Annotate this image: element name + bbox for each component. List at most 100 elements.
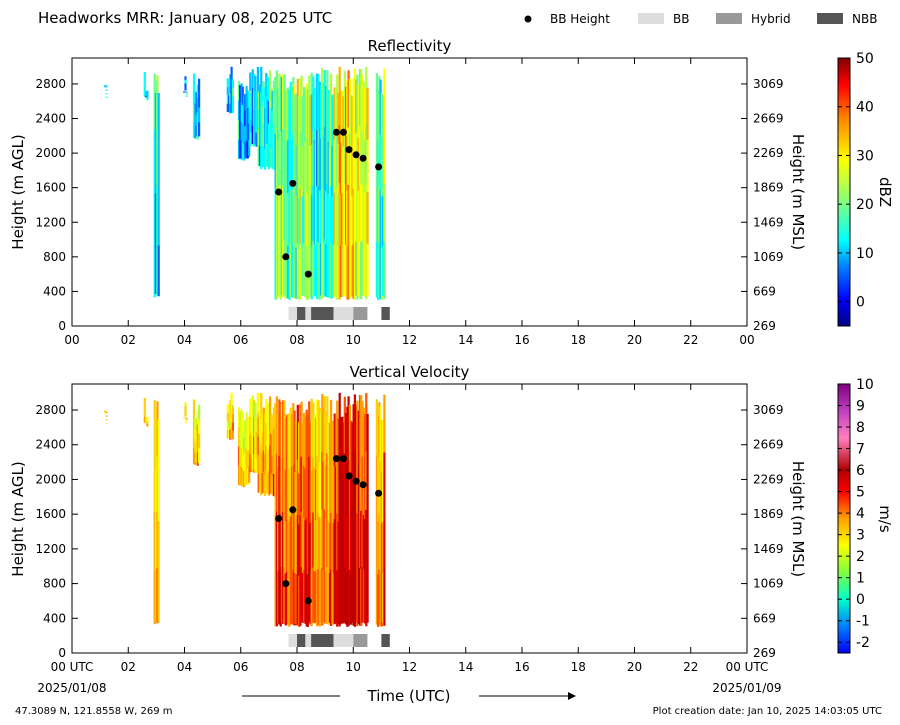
heatmap-cell xyxy=(270,87,273,108)
heatmap-cell xyxy=(314,571,318,623)
heatmap-cell xyxy=(251,451,254,471)
heatmap-cell xyxy=(382,522,385,573)
heatmap-cell xyxy=(304,142,307,194)
heatmap-cell xyxy=(284,143,287,195)
heatmap-cell xyxy=(283,185,286,241)
heatmap-cell xyxy=(279,402,282,459)
heatmap-cell xyxy=(309,95,312,146)
heatmap-cell xyxy=(156,456,159,513)
heatmap-cell xyxy=(317,512,320,569)
heatmap-cell xyxy=(289,81,292,136)
heatmap-cell xyxy=(240,428,243,448)
heatmap-cell xyxy=(275,511,278,569)
heatmap-cell xyxy=(105,411,108,413)
heatmap-cell xyxy=(240,409,243,429)
reflectivity-ylabel: Height (m AGL) xyxy=(9,134,27,249)
heatmap-cell xyxy=(323,566,326,623)
heatmap-cell xyxy=(301,146,304,197)
heatmap-cell xyxy=(185,94,188,96)
heatmap-cell xyxy=(249,453,252,473)
heatmap-cell xyxy=(262,81,265,103)
heatmap-cell xyxy=(336,400,339,458)
heatmap-cell xyxy=(298,524,301,576)
heatmap-cell xyxy=(249,435,252,454)
heatmap-cell xyxy=(241,412,244,432)
heatmap-cell xyxy=(270,454,273,474)
heatmap-cell xyxy=(277,571,280,624)
heatmap-cell xyxy=(355,405,358,460)
heatmap-cell xyxy=(331,420,334,472)
heatmap-cell xyxy=(338,392,341,452)
heatmap-cell xyxy=(194,429,197,442)
heatmap-cell xyxy=(266,144,269,167)
heatmap-cell xyxy=(156,567,159,624)
heatmap-cell xyxy=(339,468,343,521)
heatmap-cell xyxy=(146,95,149,98)
heatmap-cell xyxy=(287,140,290,193)
heatmap-cell xyxy=(341,142,344,194)
heatmap-cell xyxy=(304,468,307,521)
heatmap-cell xyxy=(279,187,282,244)
heatmap-cell xyxy=(378,569,381,625)
heatmap-cell xyxy=(365,451,368,510)
heatmap-cell xyxy=(356,243,359,300)
heatmap-cell xyxy=(251,125,254,144)
heatmap-cell xyxy=(289,135,292,190)
heatmap-cell xyxy=(321,125,324,184)
heatmap-cell xyxy=(265,399,268,423)
bb-height-point xyxy=(275,515,283,522)
heatmap-cell xyxy=(380,248,383,300)
heatmap-cell xyxy=(318,136,321,191)
reflectivity-colorbar-label: dBZ xyxy=(876,177,894,207)
heatmap-cell xyxy=(146,90,149,94)
heatmap-cell xyxy=(353,242,356,300)
heatmap-cell xyxy=(308,75,311,131)
heatmap-cell xyxy=(362,514,365,569)
heatmap-cell xyxy=(377,521,380,575)
heatmap-cell xyxy=(334,518,337,571)
heatmap-cell xyxy=(285,193,289,246)
heatmap-cell xyxy=(229,429,232,440)
heatmap-cell xyxy=(254,436,257,454)
heatmap-cell xyxy=(363,466,367,519)
bb-height-point xyxy=(375,163,383,171)
heatmap-cell xyxy=(362,568,365,623)
heatmap-cell xyxy=(278,511,281,569)
reflectivity-data xyxy=(104,66,390,320)
heatmap-cell xyxy=(300,185,303,241)
heatmap-cell xyxy=(333,413,336,467)
heatmap-cell xyxy=(154,143,157,194)
heatmap-cell xyxy=(255,118,258,133)
heatmap-cell xyxy=(192,431,196,448)
heatmap-cell xyxy=(143,404,146,411)
heatmap-cell xyxy=(274,78,277,134)
heatmap-cell xyxy=(362,407,365,462)
colorbar-tick-label: 0 xyxy=(856,295,865,311)
heatmap-cell xyxy=(317,456,320,513)
heatmap-cell xyxy=(253,400,256,419)
heatmap-cell xyxy=(356,457,359,514)
heatmap-cell xyxy=(365,241,368,300)
heatmap-cell xyxy=(338,125,341,184)
heatmap-cell xyxy=(196,452,199,466)
heatmap-cell xyxy=(382,572,385,623)
heatmap-cell xyxy=(298,422,301,474)
legend-hybrid-swatch xyxy=(716,13,742,24)
heatmap-cell xyxy=(288,416,291,469)
heatmap-cell xyxy=(226,412,229,422)
heatmap-cell xyxy=(341,571,344,624)
heatmap-cell xyxy=(230,66,233,79)
heatmap-cell xyxy=(257,473,260,493)
heatmap-cell xyxy=(309,472,312,523)
heatmap-cell xyxy=(184,79,187,84)
heatmap-cell xyxy=(253,92,256,111)
heatmap-cell xyxy=(338,241,341,300)
heatmap-cell xyxy=(264,475,267,497)
heatmap-cell xyxy=(250,132,253,146)
heatmap-cell xyxy=(306,468,309,522)
y-tick-label: 2800 xyxy=(35,403,66,417)
heatmap-cell xyxy=(379,244,382,300)
bb-height-point xyxy=(375,489,383,497)
heatmap-cell xyxy=(277,244,280,297)
heatmap-cell xyxy=(345,412,348,466)
